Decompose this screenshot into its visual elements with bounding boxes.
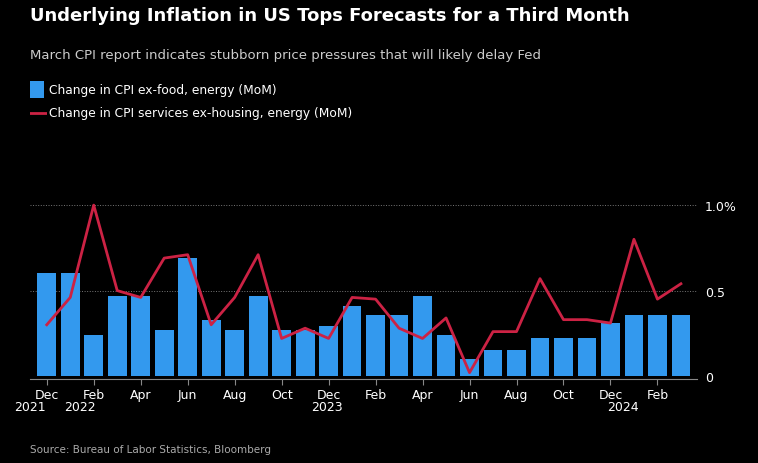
Bar <box>131 296 150 376</box>
Text: 2024: 2024 <box>607 400 639 413</box>
Text: March CPI report indicates stubborn price pressures that will likely delay Fed: March CPI report indicates stubborn pric… <box>30 49 541 62</box>
Bar <box>202 320 221 376</box>
Bar <box>554 339 573 376</box>
Bar <box>366 315 385 376</box>
Bar <box>648 315 667 376</box>
Bar <box>390 315 409 376</box>
Text: Source: Bureau of Labor Statistics, Bloomberg: Source: Bureau of Labor Statistics, Bloo… <box>30 444 271 454</box>
Bar <box>225 330 244 376</box>
Bar <box>625 315 644 376</box>
Bar <box>61 274 80 376</box>
Text: Change in CPI ex-food, energy (MoM): Change in CPI ex-food, energy (MoM) <box>49 84 277 97</box>
Bar <box>155 330 174 376</box>
Text: 2022: 2022 <box>64 400 96 413</box>
Bar <box>484 350 503 376</box>
Text: Change in CPI services ex-housing, energy (MoM): Change in CPI services ex-housing, energ… <box>49 107 352 120</box>
Bar <box>108 296 127 376</box>
Bar <box>460 359 479 376</box>
Bar <box>272 330 291 376</box>
Bar <box>437 335 456 376</box>
Bar <box>413 296 432 376</box>
Bar <box>319 327 338 376</box>
Bar <box>343 307 362 376</box>
Bar <box>178 258 197 376</box>
Text: 2021: 2021 <box>14 400 46 413</box>
Text: 2023: 2023 <box>311 400 343 413</box>
Bar <box>531 339 550 376</box>
Bar <box>507 350 526 376</box>
Bar <box>578 339 597 376</box>
Text: Underlying Inflation in US Tops Forecasts for a Third Month: Underlying Inflation in US Tops Forecast… <box>30 7 630 25</box>
Bar <box>672 315 691 376</box>
Bar <box>296 330 315 376</box>
Bar <box>37 274 56 376</box>
Bar <box>601 323 620 376</box>
Bar <box>249 296 268 376</box>
Bar <box>84 335 103 376</box>
